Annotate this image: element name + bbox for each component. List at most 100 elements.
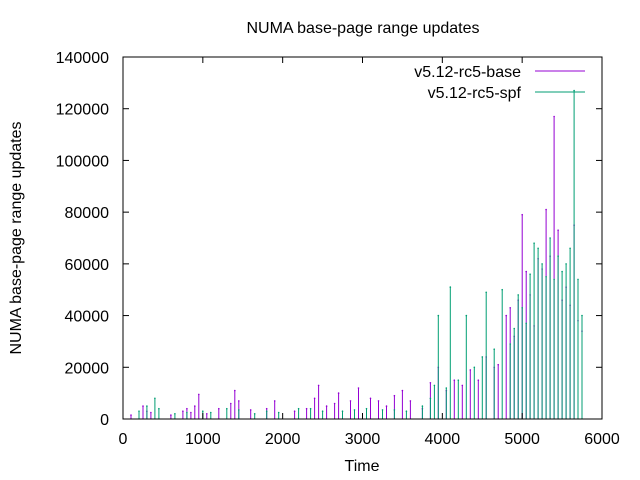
series-2-point-28 xyxy=(449,286,452,288)
series-2-point-26 xyxy=(437,314,440,317)
series-1-point-5 xyxy=(170,414,172,416)
x-tick-label: 2000 xyxy=(265,431,301,448)
y-tick-label: 0 xyxy=(100,412,109,429)
series-2-point-4 xyxy=(158,407,160,410)
series-2-point-36 xyxy=(509,343,512,345)
series-1-point-12 xyxy=(218,407,220,410)
series-1-point-1 xyxy=(130,414,132,416)
series-2-point-16 xyxy=(321,410,324,413)
series-2-point-21 xyxy=(393,409,396,411)
series-2-point-47 xyxy=(553,278,555,281)
series-2-point-11 xyxy=(253,413,256,415)
series-2-point-17 xyxy=(341,410,344,413)
series-1-point-20 xyxy=(305,407,308,410)
series-1-point-41 xyxy=(477,379,480,382)
series-1-point-57 xyxy=(553,115,555,118)
x-tick-label: 5000 xyxy=(504,431,540,448)
series-2-point-41 xyxy=(529,273,531,276)
series-1-point-18 xyxy=(273,400,276,402)
series-1-point-21 xyxy=(313,397,316,400)
y-tick-label: 80000 xyxy=(65,205,110,222)
series-2-point-49 xyxy=(561,270,563,273)
series-1-point-10 xyxy=(198,393,200,396)
series-1-point-46 xyxy=(509,307,512,309)
series-1-point-49 xyxy=(521,213,523,216)
series-1-point-55 xyxy=(545,208,547,211)
series-2-point-54 xyxy=(581,314,583,317)
series-1-point-33 xyxy=(409,400,412,402)
series-1-point-58 xyxy=(557,229,559,231)
series-2-point-38 xyxy=(517,294,519,296)
series-1-point-27 xyxy=(357,387,360,389)
series-2-point-33 xyxy=(485,291,488,294)
series-2-point-39 xyxy=(521,307,523,309)
series-2-point-18 xyxy=(353,409,356,411)
x-tick-label: 6000 xyxy=(584,431,620,448)
series-2-point-35 xyxy=(501,288,504,291)
series-1-point-32 xyxy=(401,389,404,392)
series-2-point-29 xyxy=(457,379,460,382)
series-2-point-50 xyxy=(565,263,567,265)
series-2-point-3 xyxy=(154,397,156,400)
series-1-point-31 xyxy=(393,394,396,397)
series-2-point-37 xyxy=(513,327,515,330)
y-tick-label: 20000 xyxy=(65,360,110,377)
series-2-point-15 xyxy=(309,407,312,410)
series-1-point-30 xyxy=(385,405,388,407)
series-1-point-38 xyxy=(453,379,456,382)
series-2 xyxy=(138,89,583,419)
y-tick-label: 100000 xyxy=(56,153,109,170)
series-1-point-14 xyxy=(234,389,236,392)
series-2-point-25 xyxy=(433,384,436,387)
series-1-point-28 xyxy=(369,397,372,400)
series-1-point-45 xyxy=(505,314,508,317)
series-1-point-16 xyxy=(249,409,252,411)
legend-label-2: v5.12-rc5-spf xyxy=(428,85,522,102)
series-1-point-2 xyxy=(142,405,144,407)
series-1-point-4 xyxy=(150,411,152,414)
legend: v5.12-rc5-base v5.12-rc5-spf xyxy=(414,64,585,102)
y-tick-label: 60000 xyxy=(65,257,110,274)
series-2-point-24 xyxy=(429,397,432,400)
series-1-point-22 xyxy=(317,384,320,387)
series-2-point-48 xyxy=(557,255,559,257)
series-1-point-25 xyxy=(337,392,340,394)
y-tick-label: 120000 xyxy=(56,102,109,119)
series-1-point-17 xyxy=(265,407,268,410)
series-2-point-9 xyxy=(226,407,228,410)
series-1-point-50 xyxy=(525,270,527,273)
series-2-point-20 xyxy=(381,409,384,411)
series-1-point-24 xyxy=(333,402,336,405)
series-2-point-46 xyxy=(549,237,551,239)
series-2-point-6 xyxy=(186,411,188,414)
y-axis-label: NUMA base-page range updates xyxy=(8,121,25,354)
series-2-point-45 xyxy=(545,276,547,278)
series-2-point-22 xyxy=(405,410,408,413)
series-2-point-8 xyxy=(210,411,212,414)
series-1-point-11 xyxy=(206,413,208,415)
series-1-point-7 xyxy=(186,407,188,410)
legend-label-1: v5.12-rc5-base xyxy=(414,64,521,81)
series-2-point-43 xyxy=(537,247,539,250)
series-1-point-40 xyxy=(469,369,472,371)
series-2-point-40 xyxy=(525,322,527,325)
series-2-point-19 xyxy=(365,407,368,410)
x-tick-label: 3000 xyxy=(345,431,381,448)
axes-layer: 0 1000 2000 3000 4000 5000 6000020000400006000… xyxy=(56,50,620,448)
series-2-point-13 xyxy=(277,411,280,414)
series-1-point-29 xyxy=(377,400,380,402)
series-1-point-8 xyxy=(190,411,192,414)
chart-title: NUMA base-page range updates xyxy=(246,20,479,37)
series-2-point-12 xyxy=(265,410,268,413)
series-2-point-10 xyxy=(238,409,240,411)
series-2-point-51 xyxy=(569,247,571,250)
series-2-point-27 xyxy=(445,387,448,389)
x-axis-label: Time xyxy=(345,458,380,475)
series-2-point-34 xyxy=(493,348,496,351)
series-1-point-6 xyxy=(182,410,184,413)
series-layer xyxy=(130,89,583,419)
series-2-point-14 xyxy=(297,407,300,410)
series-2-point-30 xyxy=(465,314,468,317)
series-2-point-32 xyxy=(481,356,484,358)
